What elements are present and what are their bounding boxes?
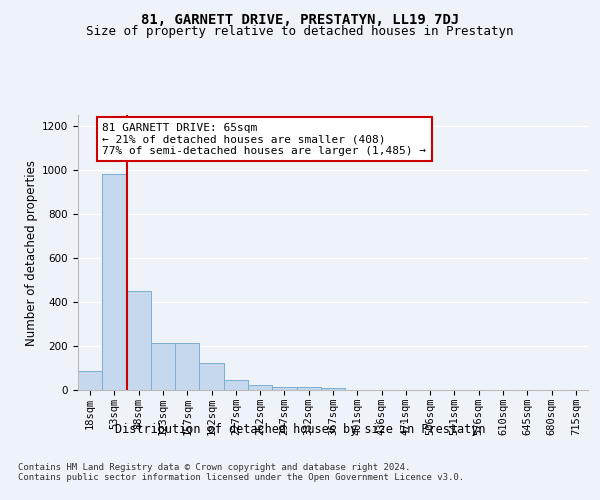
Bar	[78, 372, 102, 390]
Text: Size of property relative to detached houses in Prestatyn: Size of property relative to detached ho…	[86, 25, 514, 38]
Text: Contains HM Land Registry data © Crown copyright and database right 2024.
Contai: Contains HM Land Registry data © Crown c…	[18, 462, 464, 482]
Bar	[272, 386, 296, 390]
Bar	[151, 342, 175, 390]
Bar	[102, 174, 127, 390]
Text: Distribution of detached houses by size in Prestatyn: Distribution of detached houses by size …	[115, 422, 485, 436]
Bar	[321, 388, 345, 390]
Text: 81, GARNETT DRIVE, PRESTATYN, LL19 7DJ: 81, GARNETT DRIVE, PRESTATYN, LL19 7DJ	[141, 12, 459, 26]
Text: 81 GARNETT DRIVE: 65sqm
← 21% of detached houses are smaller (408)
77% of semi-d: 81 GARNETT DRIVE: 65sqm ← 21% of detache…	[102, 122, 426, 156]
Bar	[296, 386, 321, 390]
Bar	[199, 362, 224, 390]
Y-axis label: Number of detached properties: Number of detached properties	[25, 160, 38, 346]
Bar	[175, 342, 199, 390]
Bar	[127, 291, 151, 390]
Bar	[224, 380, 248, 390]
Bar	[248, 385, 272, 390]
